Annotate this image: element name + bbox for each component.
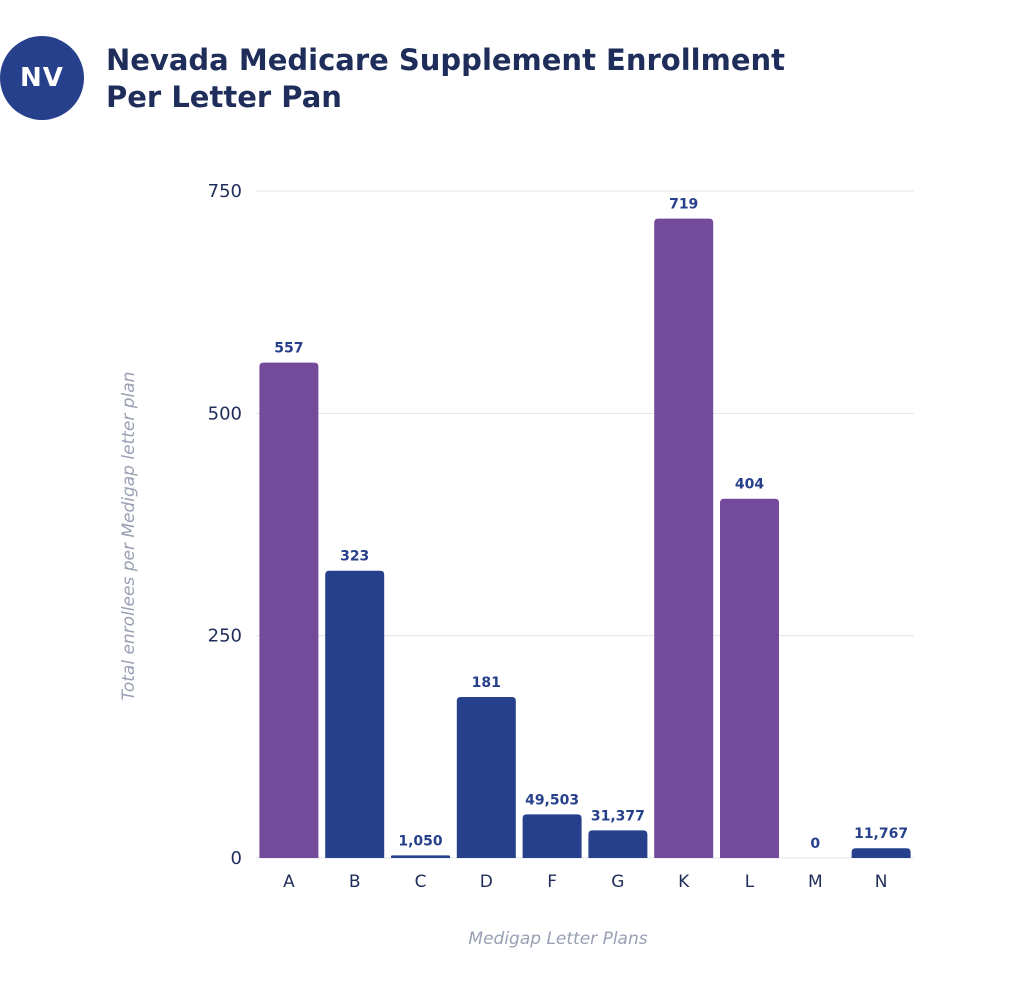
bar-n xyxy=(851,848,911,858)
data-label-l: 404 xyxy=(735,477,764,493)
data-labels: 557 323 1,050 181 49,503 31,377 719 404 0 11,767 xyxy=(274,197,908,852)
bar-b xyxy=(325,570,385,858)
state-badge: NV xyxy=(0,36,84,120)
data-label-a: 557 xyxy=(274,341,303,357)
data-label-d: 181 xyxy=(472,675,501,691)
x-tick-label-a: A xyxy=(283,872,295,892)
x-tick-label-c: C xyxy=(415,872,427,892)
x-tick-label-m: M xyxy=(808,872,823,892)
y-tick-label-250: 250 xyxy=(208,626,242,647)
chart-title-line-2: Per Letter Pan xyxy=(106,80,342,114)
data-label-k: 719 xyxy=(669,197,698,213)
bar-a xyxy=(259,362,319,858)
x-tick-label-k: K xyxy=(678,872,690,892)
bar-f xyxy=(522,814,582,858)
data-label-c: 1,050 xyxy=(398,833,443,849)
y-tick-label-500: 500 xyxy=(208,403,242,424)
x-tick-label-b: B xyxy=(349,872,361,892)
bar-k xyxy=(654,218,714,858)
x-tick-label-n: N xyxy=(875,872,888,892)
x-tick-label-l: L xyxy=(745,872,755,892)
x-tick-label-d: D xyxy=(480,872,493,892)
state-badge-label: NV xyxy=(20,63,64,93)
data-label-f: 49,503 xyxy=(525,792,579,808)
data-label-m: 0 xyxy=(810,836,820,852)
data-label-b: 323 xyxy=(340,549,369,565)
y-tick-label-0: 0 xyxy=(231,848,242,869)
bar-d xyxy=(456,697,516,858)
bar-c xyxy=(391,855,450,858)
y-axis-ticks: 0 250 500 750 xyxy=(208,181,242,869)
chart-title-line-1: Nevada Medicare Supplement Enrollment xyxy=(106,43,785,77)
bar-l xyxy=(720,498,779,858)
chart-title: Nevada Medicare Supplement Enrollment Pe… xyxy=(106,42,926,116)
bars xyxy=(259,218,911,858)
x-axis-title: Medigap Letter Plans xyxy=(468,929,647,949)
data-label-g: 31,377 xyxy=(591,808,645,824)
y-axis-title: Total enrollees per Medigap letter plan xyxy=(119,372,139,701)
data-label-n: 11,767 xyxy=(854,826,908,842)
x-tick-label-g: G xyxy=(611,872,624,892)
bar-g xyxy=(588,830,648,858)
y-tick-label-750: 750 xyxy=(208,181,242,202)
x-tick-label-f: F xyxy=(547,872,557,892)
